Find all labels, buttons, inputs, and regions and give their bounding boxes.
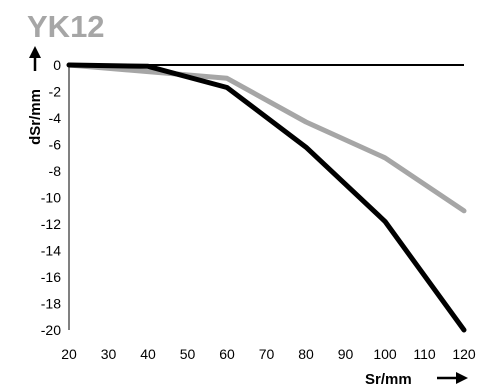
x-tick-labels: 20 30 40 50 60 70 80 90 100 110 120 [61,346,476,362]
x-tick-label: 80 [298,346,314,362]
y-tick-label: -12 [41,216,61,232]
y-tick-labels: 0 -2 -4 -6 -8 -10 -12 -14 -16 -18 -20 [41,57,61,338]
y-tick-label: -4 [49,110,62,126]
x-axis-label: Sr/mm [365,371,412,387]
y-axis-title-group: dSr/mm [27,89,44,145]
x-axis-arrow-icon [437,372,468,384]
x-tick-label: 90 [338,346,354,362]
x-tick-label: 30 [101,346,117,362]
series-layer [66,62,467,333]
y-tick-label: -6 [49,137,62,153]
x-tick-label: 100 [373,346,397,362]
x-tick-label: 60 [219,346,235,362]
y-tick-label: -18 [41,296,61,312]
chart-title: YK12 [27,9,105,44]
y-tick-label: -10 [41,190,61,206]
y-tick-label: -16 [41,269,61,285]
series-line-1 [66,62,467,333]
y-axis-label: dSr/mm [27,89,44,145]
y-tick-label: -20 [41,322,61,338]
y-tick-label: 0 [53,57,61,73]
x-tick-label: 50 [180,346,196,362]
y-tick-label: -2 [49,84,62,100]
y-tick-label: -14 [41,243,61,259]
x-tick-label: 70 [259,346,275,362]
x-tick-label: 20 [61,346,77,362]
x-tick-label: 110 [413,346,436,362]
y-axis-arrow-icon [29,46,41,71]
x-tick-label: 120 [452,346,476,362]
x-tick-label: 40 [140,346,156,362]
series-line-2 [66,62,467,214]
y-tick-label: -8 [49,163,62,179]
